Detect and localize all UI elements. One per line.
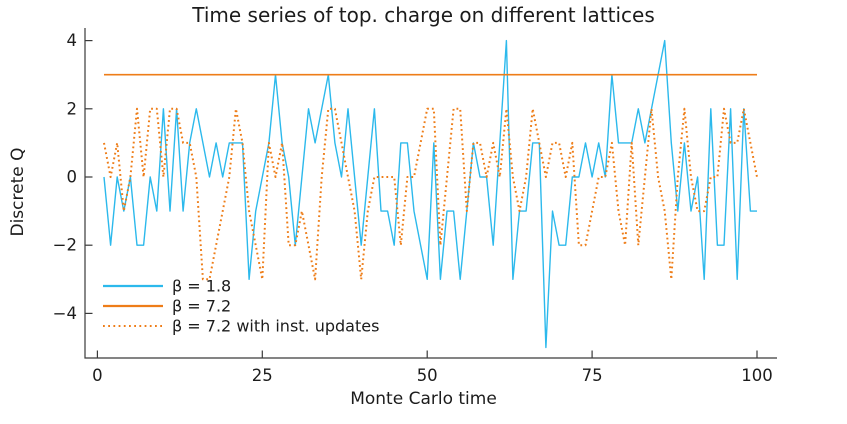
- chart-title: Time series of top. charge on different …: [192, 3, 655, 27]
- y-tick-label: −4: [53, 304, 77, 323]
- y-tick-label: 4: [67, 31, 78, 50]
- y-tick-label: 0: [67, 168, 78, 187]
- y-tick-label: 2: [67, 99, 78, 118]
- x-tick-label: 0: [92, 366, 103, 385]
- axis-spines: [84, 28, 777, 359]
- x-tick-label: 50: [417, 366, 438, 385]
- x-tick-label: 25: [252, 366, 273, 385]
- x-axis-label: Monte Carlo time: [350, 389, 497, 409]
- series-line-2: [103, 107, 758, 281]
- y-tick-label: −2: [53, 236, 77, 255]
- legend-label-2: β = 7.2 with inst. updates: [172, 317, 379, 336]
- legend-label-0: β = 1.8: [172, 277, 231, 296]
- series-line-0: [103, 39, 757, 349]
- legend-label-1: β = 7.2: [172, 297, 231, 316]
- x-tick-label: 75: [582, 366, 603, 385]
- x-tick-label: 100: [741, 366, 773, 385]
- y-axis-label: Discrete Q: [8, 147, 28, 237]
